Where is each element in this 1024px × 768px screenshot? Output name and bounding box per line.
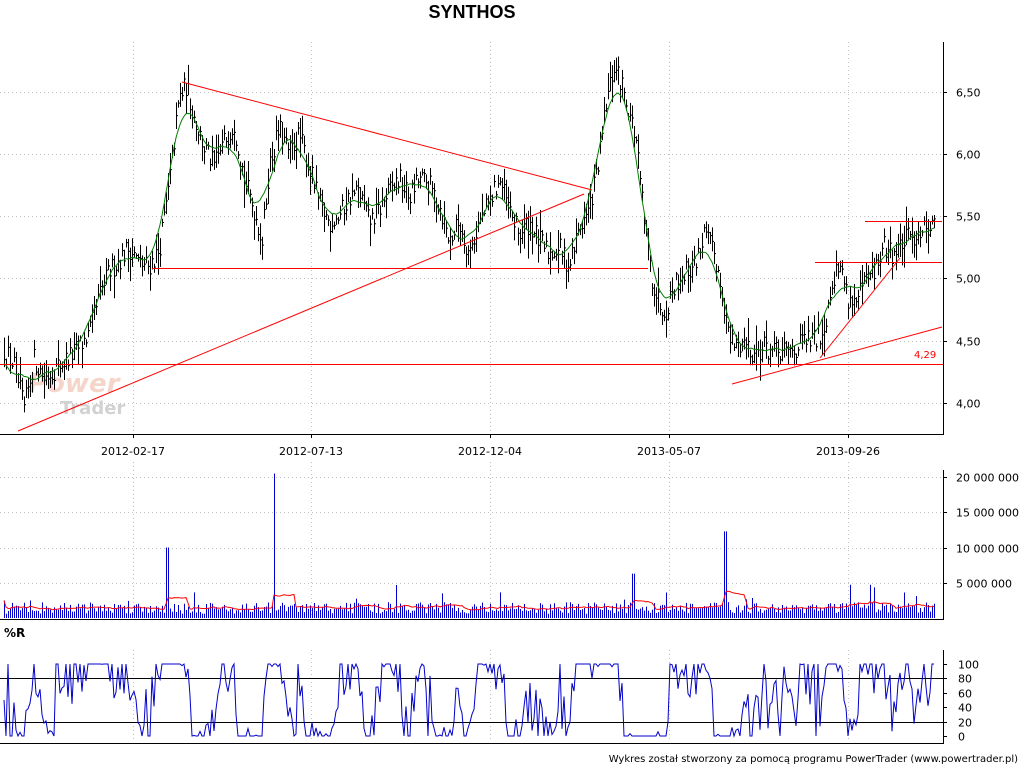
watermark-logo: Power Trader <box>28 369 125 419</box>
ascending-trendline-long <box>17 193 585 432</box>
footer-credit: Wykres został stworzony za pomocą progra… <box>609 754 1018 765</box>
price-bars <box>4 56 936 413</box>
wr-tick-label: 40 <box>958 702 972 715</box>
wr-tick-label: 80 <box>958 673 972 686</box>
volume-tick-label: 20 000 000 <box>956 472 1019 485</box>
wr-tick-label: 20 <box>958 717 972 730</box>
descending-trendline <box>181 81 593 191</box>
wr-tick-label: 100 <box>958 659 979 672</box>
grid <box>0 42 943 742</box>
price-tick-label: 6,00 <box>956 149 981 162</box>
volume-tick-label: 10 000 000 <box>956 543 1019 556</box>
wr-tick-label: 60 <box>958 688 972 701</box>
price-tick-label: 6,50 <box>956 87 981 100</box>
rising-trendline-2013 <box>731 326 943 385</box>
short-rising-trendline <box>819 257 901 359</box>
x-tick-label: 2012-02-17 <box>101 445 165 458</box>
x-tick-label: 2012-12-04 <box>458 445 522 458</box>
williams-r-title: %R <box>4 626 25 640</box>
x-tick-label: 2012-07-13 <box>279 445 343 458</box>
moving-average-line <box>3 92 935 381</box>
volume-tick-label: 5 000 000 <box>956 578 1012 591</box>
moving-average <box>3 92 935 381</box>
price-tick-label: 4,50 <box>956 336 981 349</box>
williams-r-polyline <box>3 662 934 738</box>
price-tick-label: 5,50 <box>956 211 981 224</box>
price-tick-label: 4,00 <box>956 398 981 411</box>
volume-average-line <box>3 590 935 611</box>
volume-bars <box>3 473 935 618</box>
x-tick-label: 2013-09-26 <box>816 445 880 458</box>
axis-labels: 2012-02-17 2012-07-13 2012-12-04 2013-05-07… <box>101 87 1019 744</box>
trendlines: 4,29 <box>0 81 943 432</box>
watermark-trader: Trader <box>60 398 125 419</box>
volume-tick-label: 15 000 000 <box>956 507 1019 520</box>
support-level-label: 4,29 <box>914 350 936 361</box>
x-tick-label: 2013-05-07 <box>637 445 701 458</box>
chart-title: SYNTHOS <box>428 2 515 22</box>
wr-tick-label: 0 <box>958 731 965 744</box>
williams-r-line <box>3 662 934 738</box>
price-tick-label: 5,00 <box>956 273 981 286</box>
